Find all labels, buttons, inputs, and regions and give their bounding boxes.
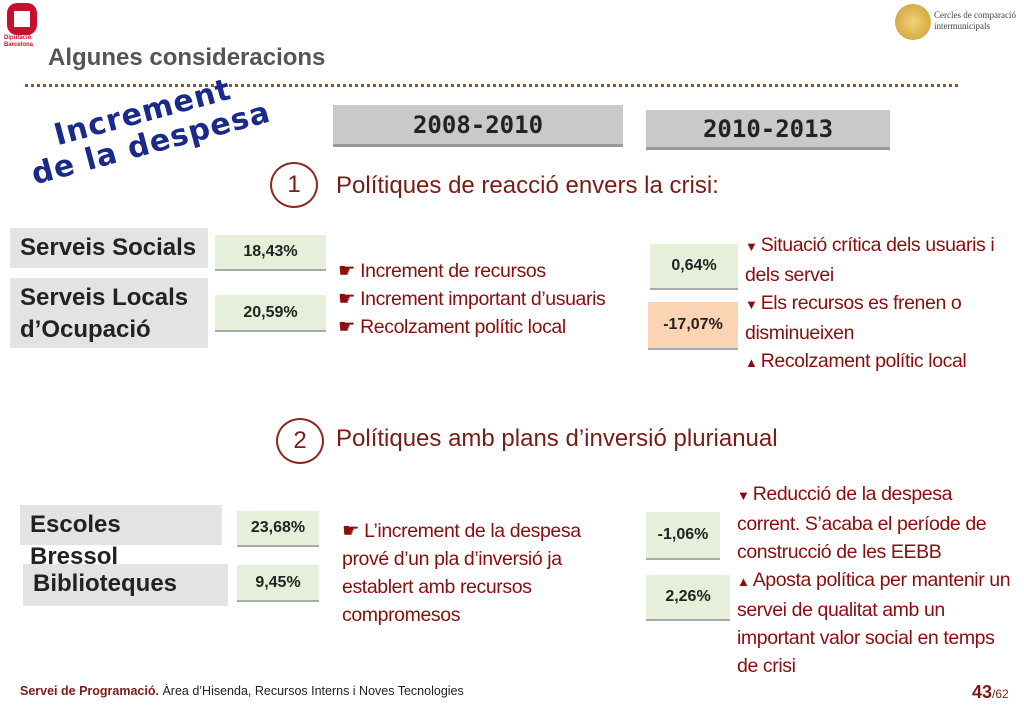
- page-total: /62: [992, 687, 1009, 701]
- service: Biblioteques: [23, 564, 228, 606]
- section-title: Polítiques de reacció envers la crisi:: [336, 172, 719, 199]
- note: Recolzament polític local: [745, 347, 1020, 377]
- rule: [25, 84, 958, 87]
- page-number: 43/62: [972, 682, 1009, 703]
- footer-unit: Servei de Programació.: [20, 684, 159, 698]
- brand-line: intermunicipals: [934, 21, 990, 31]
- logo-icon: [7, 3, 37, 35]
- note: Increment de recursos: [338, 257, 638, 285]
- value: 18,43%: [215, 235, 326, 271]
- logo-line: Barcelona: [4, 42, 34, 48]
- brand: Cercles de comparació intermunicipals: [934, 10, 1016, 32]
- note: Aposta política per mantenir un servei d…: [737, 566, 1017, 680]
- logo-line: Diputació: [4, 35, 32, 41]
- note: Reducció de la despesa corrent. S’acaba …: [737, 480, 1017, 566]
- footer: Servei de Programació. Àrea d’Hisenda, R…: [20, 684, 464, 698]
- footer-area: Àrea d’Hisenda, Recursos Interns i Noves…: [162, 684, 464, 698]
- section-number: 2: [276, 418, 324, 464]
- note: Recolzament polític local: [338, 313, 638, 341]
- notes: Reducció de la despesa corrent. S’acaba …: [737, 480, 1017, 680]
- title: Algunes consideracions: [48, 44, 326, 71]
- value: 23,68%: [237, 511, 319, 547]
- note: L’increment de la despesa prové d’un pla…: [342, 517, 607, 629]
- logo: Diputació Barcelona: [4, 2, 40, 52]
- value: -17,07%: [648, 302, 738, 350]
- note: Increment important d’usuaris: [338, 285, 638, 313]
- notes: Increment de recursos Increment importan…: [338, 257, 638, 341]
- period: 2008-2010: [333, 105, 623, 147]
- service: Escoles Bressol: [20, 505, 222, 570]
- note: Situació crítica dels usuaris i dels ser…: [745, 231, 1020, 289]
- value: 20,59%: [215, 295, 326, 332]
- notes: L’increment de la despesa prové d’un pla…: [342, 517, 607, 629]
- service: Serveis Socials: [10, 228, 208, 268]
- value: 9,45%: [237, 565, 319, 602]
- note: Els recursos es frenen o disminueixen: [745, 289, 1020, 347]
- brand-icon: [895, 4, 931, 40]
- notes: Situació crítica dels usuaris i dels ser…: [745, 231, 1020, 377]
- service: Serveis Locals d’Ocupació: [10, 278, 208, 348]
- value: 0,64%: [650, 244, 738, 290]
- value: -1,06%: [646, 512, 720, 560]
- page: 43: [972, 682, 993, 702]
- brand-line: Cercles de comparació: [934, 10, 1016, 20]
- section-title: Polítiques amb plans d’inversió plurianu…: [336, 425, 778, 452]
- logo-text: Diputació Barcelona: [4, 35, 44, 49]
- period: 2010-2013: [646, 110, 890, 150]
- value: 2,26%: [646, 575, 730, 621]
- section-number: 1: [270, 162, 318, 208]
